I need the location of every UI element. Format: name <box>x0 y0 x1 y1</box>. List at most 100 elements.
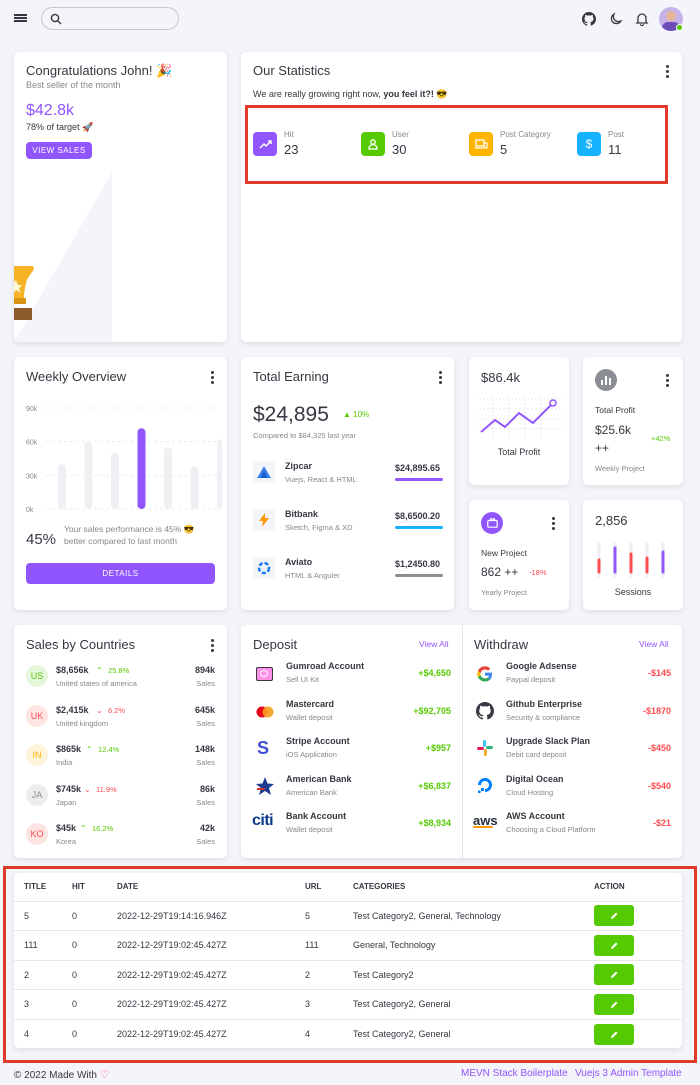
new-project-value: 862 ++ <box>481 565 519 579</box>
table-cell: 111 <box>305 930 353 960</box>
avatar[interactable] <box>659 7 683 31</box>
footer-left: © 2022 Made With ♡ <box>14 1068 110 1081</box>
github-icon[interactable] <box>582 12 596 26</box>
edit-button[interactable] <box>594 905 634 927</box>
sessions-value: 2,856 <box>595 513 628 528</box>
table-cell: General, Technology <box>353 930 594 960</box>
user-icon <box>361 132 385 156</box>
more-vertical-icon[interactable] <box>661 372 673 388</box>
more-vertical-icon[interactable] <box>206 369 218 385</box>
total-earning-card: Total Earning $24,895 ▲ 10% Compared to … <box>241 357 454 610</box>
moon-icon[interactable] <box>609 12 623 26</box>
edit-button[interactable] <box>594 993 634 1015</box>
deposit-name: American Bank <box>286 773 352 784</box>
withdraw-name: Digital Ocean <box>506 773 564 784</box>
statistics-card: Our Statistics We are really growing rig… <box>241 52 682 342</box>
earning-change: ▲ 10% <box>343 410 369 419</box>
more-vertical-icon[interactable] <box>661 63 673 79</box>
countries-title: Sales by Countries <box>26 637 136 652</box>
earning-aviato-sub: HTML & Anguler <box>285 571 340 580</box>
withdraw-name: Google Adsense <box>506 661 577 671</box>
country-sales-label: Sales <box>196 837 215 846</box>
footer-copyright: © 2022 Made With <box>14 1070 97 1081</box>
edit-button[interactable] <box>594 934 634 956</box>
total-profit-sub: Weekly Project <box>595 464 645 473</box>
earning-title: Total Earning <box>253 369 329 384</box>
country-amount: $745k <box>56 783 82 794</box>
weekly-bar <box>111 452 119 509</box>
withdraw-sub: Choosing a Cloud Platform <box>506 825 596 834</box>
details-button[interactable]: DETAILS <box>26 563 215 584</box>
sessions-card: 2,856 Sessions <box>583 500 683 610</box>
table-cell: Test Category2 <box>353 959 594 990</box>
earning-bitbank-sub: Sketch, Figma & XD <box>285 523 353 532</box>
deposit-amount: +$957 <box>425 743 451 753</box>
footer-link-mevn[interactable]: MEVN Stack Boilerplate <box>461 1068 568 1079</box>
view-sales-button[interactable]: VIEW SALES <box>26 142 92 159</box>
deposit-name: Gumroad Account <box>286 661 365 671</box>
country-sales: 42k <box>199 823 215 833</box>
footer-link-vuejs[interactable]: Vuejs 3 Admin Template <box>575 1068 682 1079</box>
highlight-frame-statistics <box>245 105 668 184</box>
bell-icon[interactable] <box>635 12 649 26</box>
chevron-up-icon: ⌃ <box>86 745 93 754</box>
vertical-divider <box>462 625 463 858</box>
new-project-card: New Project 862 ++ -18% Yearly Project <box>469 500 569 610</box>
country-change: 25.8% <box>108 666 130 675</box>
earning-zipcar-sub: Vuejs, React & HTML <box>285 475 357 484</box>
stat-postcat-value: 5 <box>500 142 508 157</box>
congrats-card: Congratulations John! 🎉 Best seller of t… <box>14 52 227 342</box>
country-change: 11.9% <box>96 784 117 794</box>
withdraw-view-all-link[interactable]: View All <box>639 639 669 649</box>
more-vertical-icon[interactable] <box>206 637 218 653</box>
deposit-sub: Wallet deposit <box>286 712 333 722</box>
country-sales: 645k <box>194 704 215 715</box>
edit-button[interactable] <box>594 964 634 986</box>
deposit-amount: +$6,837 <box>418 780 451 791</box>
earning-bitbank-name: Bitbank <box>285 509 319 519</box>
statistics-tagline: We are really growing right now, you fee… <box>253 89 448 100</box>
deposit-name: Stripe Account <box>286 736 350 746</box>
weekly-bar <box>217 439 222 509</box>
table-cell: 2022-12-29T19:14:16.946Z <box>117 900 305 931</box>
zipcar-logo-icon <box>253 461 275 483</box>
table-cell-action <box>594 930 682 960</box>
country-amount: $45k <box>56 823 77 833</box>
country-name: India <box>56 758 73 767</box>
earning-zipcar-name: Zipcar <box>285 461 313 471</box>
tagline-emoji: 😎 <box>433 89 448 99</box>
weekly-bar <box>164 447 172 509</box>
withdraw-sub: Cloud Hosting <box>506 787 554 797</box>
table-cell: 0 <box>72 930 117 960</box>
more-vertical-icon[interactable] <box>434 369 446 385</box>
weekly-percent: 45% <box>26 531 57 548</box>
withdraw-title: Withdraw <box>474 637 529 652</box>
search-box[interactable] <box>41 7 179 30</box>
stat-hit-label: Hit <box>284 130 294 139</box>
country-sales-label: Sales <box>196 758 215 767</box>
country-name: United kingdom <box>56 718 109 728</box>
search-input[interactable] <box>66 11 174 27</box>
earning-zipcar-bar <box>395 478 443 481</box>
deposit-view-all-link[interactable]: View All <box>419 639 449 649</box>
country-amount: $8,656k <box>56 665 89 675</box>
edit-button[interactable] <box>594 1023 634 1045</box>
earning-aviato-name: Aviato <box>285 557 313 567</box>
table-cell: 3 <box>14 989 72 1019</box>
earning-aviato-amount: $1,2450.80 <box>395 559 441 569</box>
table-cell: Test Category2, General <box>353 989 594 1019</box>
table-cell-action <box>594 900 682 931</box>
total-profit-title: Total Profit <box>595 405 636 415</box>
country-change: 6.2% <box>108 705 126 715</box>
weekly-bar <box>137 428 146 509</box>
withdraw-sub: Paypal deposit <box>506 675 556 684</box>
table-header-action: ACTION <box>594 882 625 892</box>
google-icon <box>477 666 492 682</box>
table-cell: 0 <box>72 989 117 1019</box>
stat-post-label: Post <box>608 130 625 139</box>
stat-user-value: 30 <box>392 142 407 157</box>
menu-icon[interactable] <box>14 12 27 24</box>
dollar-icon: $ <box>577 132 601 156</box>
sessions-bar-chart <box>597 542 665 578</box>
more-vertical-icon[interactable] <box>547 515 559 531</box>
